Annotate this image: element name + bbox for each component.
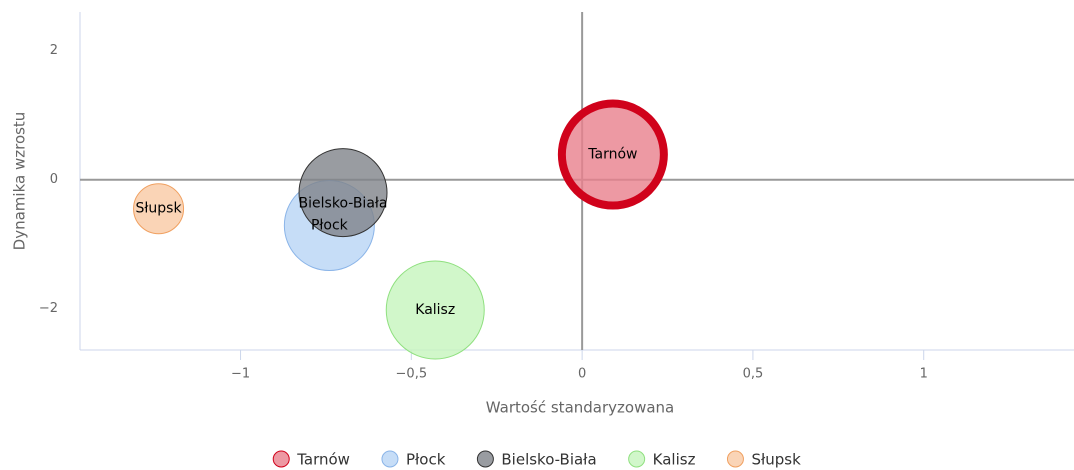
bubble <box>133 183 185 235</box>
x-tick-label: 0,5 <box>743 367 764 382</box>
legend-label: Bielsko-Biała <box>501 451 596 469</box>
x-tick-label: 1 <box>920 367 928 382</box>
legend-item[interactable]: Bielsko-Biała <box>476 450 597 469</box>
y-axis-title: Dynamika wzrostu <box>11 112 29 251</box>
x-tick-label: −1 <box>231 367 250 382</box>
legend: Tarnów Płock Bielsko-Biała Kalisz Słupsk <box>272 450 801 469</box>
x-axis-title: Wartość standaryzowana <box>486 399 674 417</box>
data-label: Kalisz <box>415 302 455 318</box>
legend-symbol <box>476 450 494 468</box>
bubble <box>298 148 388 238</box>
legend-symbol <box>381 450 399 468</box>
legend-item[interactable]: Tarnów <box>272 450 350 469</box>
legend-symbol <box>272 450 290 468</box>
legend-symbol <box>726 450 744 468</box>
legend-item[interactable]: Kalisz <box>628 450 696 469</box>
data-label: Tarnów <box>587 147 637 163</box>
x-tick-label: −0,5 <box>396 367 428 382</box>
bubble <box>385 260 485 360</box>
data-label: Płock <box>311 218 349 234</box>
y-tick-label: −2 <box>39 301 58 316</box>
y-tick-label: 0 <box>50 172 58 187</box>
bubble <box>557 99 668 210</box>
legend-symbol <box>628 450 646 468</box>
data-label: Bielsko-Biała <box>299 196 388 212</box>
legend-item[interactable]: Płock <box>381 450 446 469</box>
legend-label: Słupsk <box>751 451 801 469</box>
legend-label: Kalisz <box>653 451 696 469</box>
legend-label: Tarnów <box>296 451 350 469</box>
legend-item[interactable]: Słupsk <box>726 450 801 469</box>
legend-label: Płock <box>406 451 446 469</box>
y-tick-label: 2 <box>50 43 58 58</box>
x-tick-label: 0 <box>578 367 586 382</box>
data-label: Słupsk <box>136 201 183 217</box>
